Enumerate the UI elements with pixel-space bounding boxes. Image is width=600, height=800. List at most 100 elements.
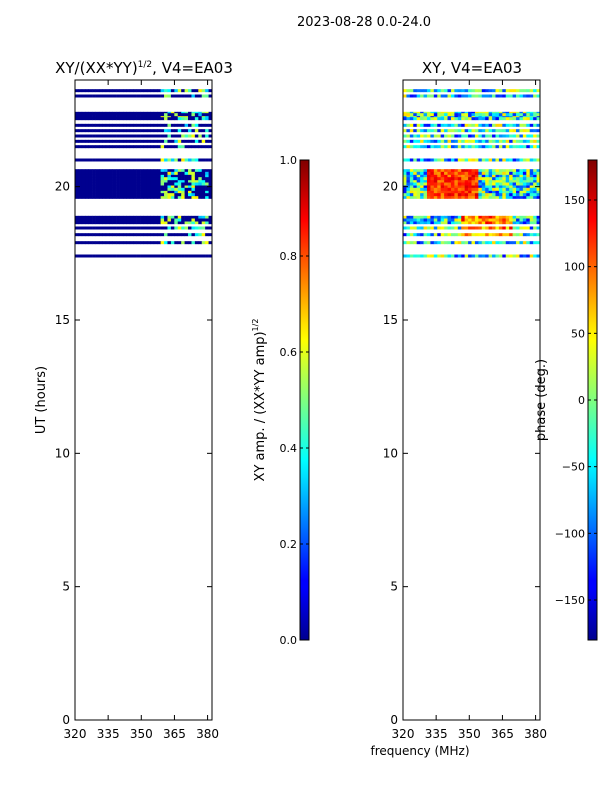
amp-heatmap-cell xyxy=(174,113,179,117)
phase-heatmap-cell xyxy=(533,241,537,245)
amp-heatmap-cell xyxy=(136,158,141,162)
amp-heatmap-cell xyxy=(78,218,83,222)
phase-heatmap-cell xyxy=(471,177,476,181)
amp-heatmap-cell xyxy=(177,139,182,143)
phase-heatmap-cell xyxy=(416,117,421,121)
amp-heatmap-cell xyxy=(133,134,137,138)
phase-heatmap-cell xyxy=(416,195,421,199)
amp-heatmap-cell xyxy=(174,171,179,175)
amp-heatmap-cell xyxy=(95,129,100,133)
phase-heatmap-cell xyxy=(485,94,489,98)
phase-heatmap-cell xyxy=(488,215,493,219)
phase-heatmap-cell xyxy=(498,221,503,225)
phase-heatmap-cell xyxy=(522,241,527,245)
amp-heatmap-cell xyxy=(160,123,165,127)
phase-heatmap-cell xyxy=(488,233,493,237)
amp-heatmap-cell xyxy=(92,215,96,219)
amp-heatmap-cell xyxy=(160,129,165,133)
phase-heatmap-cell xyxy=(426,226,431,230)
amp-heatmap-cell xyxy=(88,139,93,143)
phase-heatmap-cell xyxy=(468,174,472,178)
amp-heatmap-cell xyxy=(198,195,203,199)
phase-heatmap-cell xyxy=(533,254,537,258)
phase-heatmap-cell xyxy=(519,123,524,127)
phase-heatmap-cell xyxy=(536,226,541,230)
amp-heatmap-cell xyxy=(191,215,196,219)
amp-heatmap-cell xyxy=(78,241,83,245)
amp-heatmap-cell xyxy=(129,117,134,121)
amp-heatmap-cell xyxy=(133,113,137,117)
amp-heatmap-cell xyxy=(129,254,134,258)
phase-heatmap-cell xyxy=(522,113,527,117)
amp-heatmap-cell xyxy=(146,215,151,219)
phase-heatmap-cell xyxy=(519,171,524,175)
amp-heatmap-cell xyxy=(105,94,110,98)
amp-heatmap-cell xyxy=(177,177,182,181)
phase-heatmap-cell xyxy=(440,145,445,149)
phase-heatmap-cell xyxy=(423,174,428,178)
phase-heatmap-cell xyxy=(474,171,479,175)
phase-heatmap-cell xyxy=(488,182,493,186)
phase-heatmap-cell xyxy=(495,134,500,138)
phase-heatmap-cell xyxy=(420,226,424,230)
amp-heatmap-cell xyxy=(105,179,110,183)
phase-heatmap-cell xyxy=(516,89,520,93)
phase-heatmap-cell xyxy=(481,226,486,230)
amp-heatmap-cell xyxy=(78,185,83,189)
amp-heatmap-cell xyxy=(164,226,168,230)
phase-heatmap-cell xyxy=(481,134,486,138)
amp-heatmap-cell xyxy=(143,193,148,197)
phase-heatmap-cell xyxy=(471,195,476,199)
amp-heatmap-cell xyxy=(184,233,189,237)
phase-heatmap-cell xyxy=(461,254,465,258)
phase-heatmap-cell xyxy=(461,117,465,121)
amp-heatmap-cell xyxy=(140,117,144,121)
amp-heatmap-cell xyxy=(133,218,137,222)
amp-heatmap-cell xyxy=(133,129,137,133)
phase-heatmap-cell xyxy=(529,190,534,194)
phase-heatmap-cell xyxy=(409,182,414,186)
amp-heatmap-cell xyxy=(164,171,168,175)
phase-heatmap-cell xyxy=(488,190,493,194)
phase-heatmap-cell xyxy=(512,195,517,199)
phase-heatmap-cell xyxy=(471,171,476,175)
phase-heatmap-cell xyxy=(519,134,524,138)
phase-heatmap-cell xyxy=(426,182,431,186)
phase-heatmap-cell xyxy=(457,89,462,93)
phase-heatmap-cell xyxy=(519,193,524,197)
amp-heatmap-cell xyxy=(136,177,141,181)
phase-heatmap-cell xyxy=(420,174,424,178)
phase-heatmap-cell xyxy=(474,129,479,133)
amp-heatmap-cell xyxy=(81,193,86,197)
phase-heatmap-cell xyxy=(444,179,448,183)
amp-heatmap-cell xyxy=(102,226,107,230)
phase-heatmap-cell xyxy=(413,113,417,117)
phase-heatmap-cell xyxy=(440,129,445,133)
phase-heatmap-cell xyxy=(498,177,503,181)
amp-heatmap-cell xyxy=(181,241,185,245)
phase-heatmap-cell xyxy=(502,195,507,199)
phase-heatmap-cell xyxy=(492,185,496,189)
amp-heatmap-cell xyxy=(157,233,161,237)
phase-heatmap-cell xyxy=(468,182,472,186)
phase-heatmap-cell xyxy=(502,113,507,117)
phase-heatmap-cell xyxy=(433,195,438,199)
amp-heatmap-cell xyxy=(208,182,213,186)
phase-heatmap-cell xyxy=(481,233,486,237)
amp-heatmap-cell xyxy=(191,123,196,127)
phase-heatmap-cell xyxy=(498,182,503,186)
amp-heatmap-cell xyxy=(109,187,113,191)
phase-heatmap-cell xyxy=(437,193,441,197)
phase-heatmap-cell xyxy=(426,158,431,162)
amp-heatmap-cell xyxy=(167,226,172,230)
phase-heatmap-cell xyxy=(519,145,524,149)
phase-heatmap-cell xyxy=(440,241,445,245)
phase-heatmap-cell xyxy=(533,218,537,222)
amp-heatmap-cell xyxy=(177,134,182,138)
amp-heatmap-cell xyxy=(136,174,141,178)
phase-heatmap-cell xyxy=(430,129,435,133)
amp-heatmap-cell xyxy=(157,113,161,117)
phase-heatmap-cell xyxy=(529,215,534,219)
phase-heatmap-cell xyxy=(430,215,435,219)
amp-heatmap-cell xyxy=(95,158,100,162)
